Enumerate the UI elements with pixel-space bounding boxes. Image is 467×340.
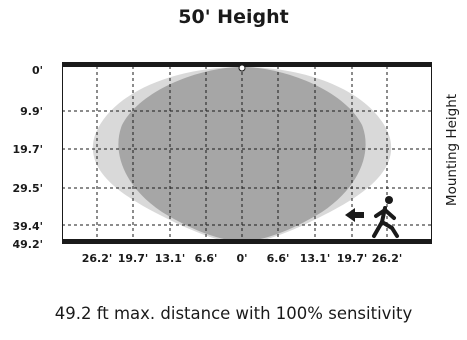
mounting-height-label: Mounting Height [444,94,460,206]
x-label: 6.6' [267,252,290,265]
frame-bottom-bar [62,239,432,244]
y-label: 9.9' [20,105,43,118]
diagram-title: 50' Height [178,6,289,28]
x-label: 6.6' [195,252,218,265]
y-label: 19.7' [12,143,43,156]
x-label: 13.1' [300,252,331,265]
x-label: 19.7' [337,252,368,265]
inner-coverage-zone [118,67,366,242]
coverage-diagram: 0' 9.9' 19.7' 29.5' 39.4' 49.2' 26.2' 19… [12,62,460,265]
y-label: 39.4' [12,220,43,233]
y-label: 29.5' [12,182,43,195]
y-label: 49.2' [12,238,43,251]
sensor-icon [238,64,246,72]
x-label: 0' [236,252,247,265]
walking-person-icon [372,196,399,238]
caption: 49.2 ft max. distance with 100% sensitiv… [54,304,413,323]
arrow-left-icon [345,208,364,222]
frame-top-bar [62,62,432,67]
x-label: 26.2' [82,252,113,265]
x-label: 26.2' [372,252,403,265]
y-label: 0' [32,64,43,77]
x-label: 19.7' [118,252,149,265]
x-label: 13.1' [155,252,186,265]
